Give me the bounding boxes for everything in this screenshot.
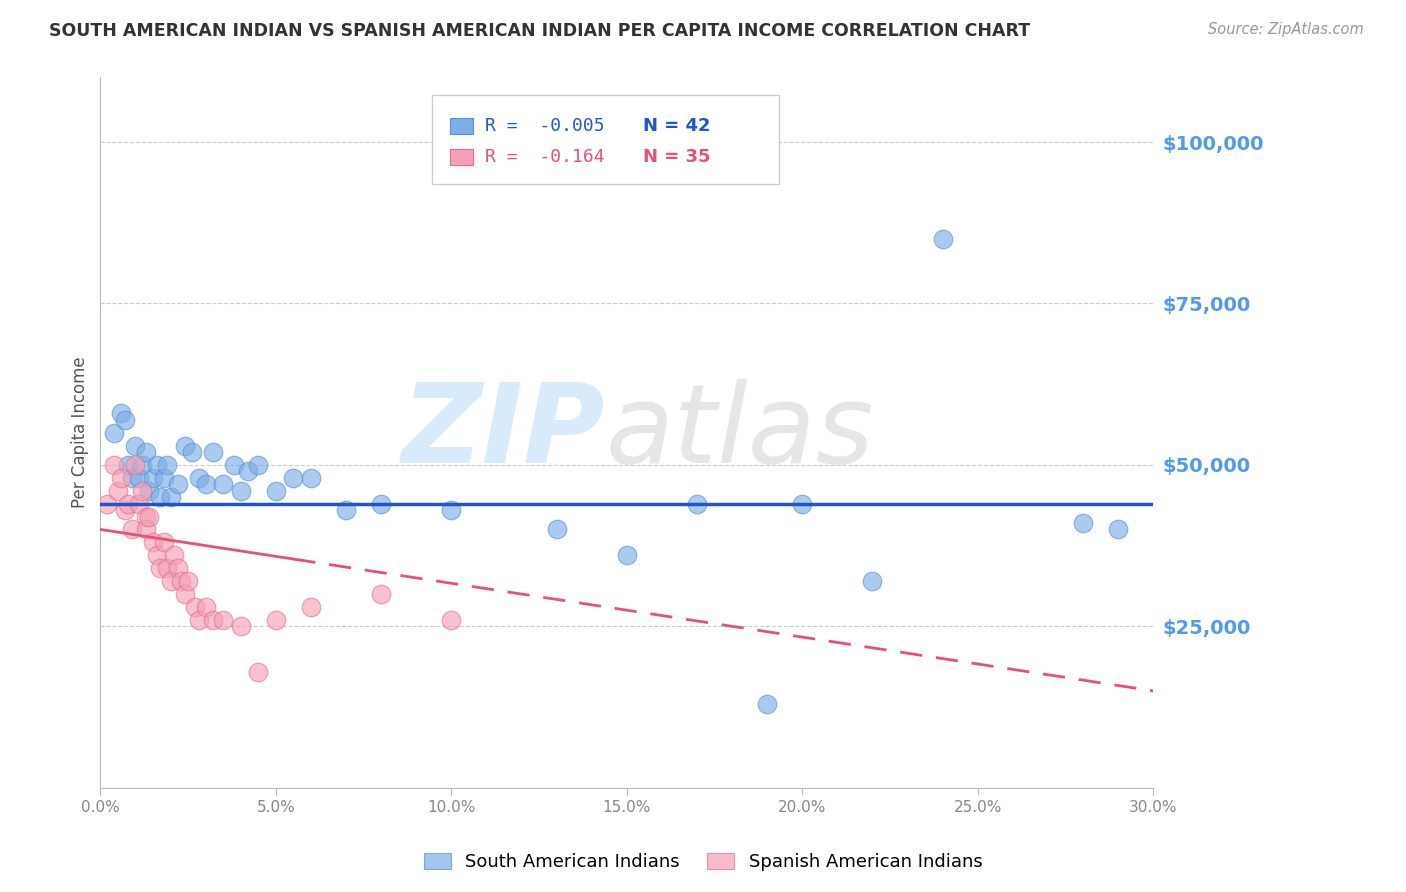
Point [194, 477, 217, 491]
Text: R =  -0.005: R = -0.005 [485, 117, 605, 135]
Point [299, 599, 322, 614]
Point [264, 483, 287, 498]
Point [370, 497, 392, 511]
Point [149, 561, 172, 575]
Text: atlas: atlas [606, 379, 875, 486]
Point [440, 613, 463, 627]
Point [616, 549, 638, 563]
Point [103, 425, 125, 440]
Point [145, 549, 167, 563]
Point [156, 458, 179, 472]
Bar [450, 118, 472, 134]
Point [152, 535, 174, 549]
Point [264, 613, 287, 627]
Point [170, 574, 193, 588]
Point [166, 561, 188, 575]
Point [180, 445, 202, 459]
Point [212, 477, 235, 491]
Point [156, 561, 179, 575]
Point [283, 471, 305, 485]
Point [212, 613, 235, 627]
Point [222, 458, 245, 472]
Point [138, 509, 160, 524]
Point [792, 497, 814, 511]
Point [138, 483, 160, 498]
Text: Source: ZipAtlas.com: Source: ZipAtlas.com [1208, 22, 1364, 37]
Point [110, 471, 132, 485]
Point [128, 471, 150, 485]
Bar [450, 149, 472, 165]
Text: N = 42: N = 42 [643, 117, 710, 135]
Point [299, 471, 322, 485]
Y-axis label: Per Capita Income: Per Capita Income [72, 357, 89, 508]
Point [184, 599, 207, 614]
Point [124, 458, 146, 472]
Point [128, 497, 150, 511]
Text: ZIP: ZIP [402, 379, 606, 486]
Point [142, 535, 165, 549]
Point [201, 445, 224, 459]
Point [135, 523, 157, 537]
Point [96, 497, 118, 511]
Point [756, 697, 779, 711]
Point [1071, 516, 1094, 530]
Point [121, 523, 143, 537]
Point [149, 490, 172, 504]
Point [131, 458, 153, 472]
Point [145, 458, 167, 472]
Text: SOUTH AMERICAN INDIAN VS SPANISH AMERICAN INDIAN PER CAPITA INCOME CORRELATION C: SOUTH AMERICAN INDIAN VS SPANISH AMERICA… [49, 22, 1031, 40]
Point [440, 503, 463, 517]
Point [152, 471, 174, 485]
Point [370, 587, 392, 601]
Point [173, 438, 195, 452]
Point [187, 471, 209, 485]
Point [114, 503, 136, 517]
Point [110, 406, 132, 420]
Point [686, 497, 709, 511]
Point [166, 477, 188, 491]
Point [121, 471, 143, 485]
Point [117, 497, 139, 511]
Point [135, 445, 157, 459]
Point [229, 619, 252, 633]
Point [117, 458, 139, 472]
Text: R =  -0.164: R = -0.164 [485, 148, 605, 166]
Point [236, 464, 259, 478]
Point [114, 412, 136, 426]
Text: N = 35: N = 35 [643, 148, 710, 166]
Point [173, 587, 195, 601]
Point [546, 523, 568, 537]
Point [107, 483, 129, 498]
Point [159, 574, 181, 588]
Point [142, 471, 165, 485]
Point [194, 599, 217, 614]
Point [124, 438, 146, 452]
Point [201, 613, 224, 627]
Point [135, 509, 157, 524]
Point [247, 458, 270, 472]
Point [177, 574, 200, 588]
Legend: South American Indians, Spanish American Indians: South American Indians, Spanish American… [416, 846, 990, 879]
Point [931, 232, 953, 246]
Point [862, 574, 884, 588]
Point [163, 549, 186, 563]
Point [247, 665, 270, 679]
Point [1107, 523, 1129, 537]
Point [335, 503, 357, 517]
FancyBboxPatch shape [432, 95, 779, 184]
Point [159, 490, 181, 504]
Point [229, 483, 252, 498]
Point [103, 458, 125, 472]
Point [187, 613, 209, 627]
Point [131, 483, 153, 498]
